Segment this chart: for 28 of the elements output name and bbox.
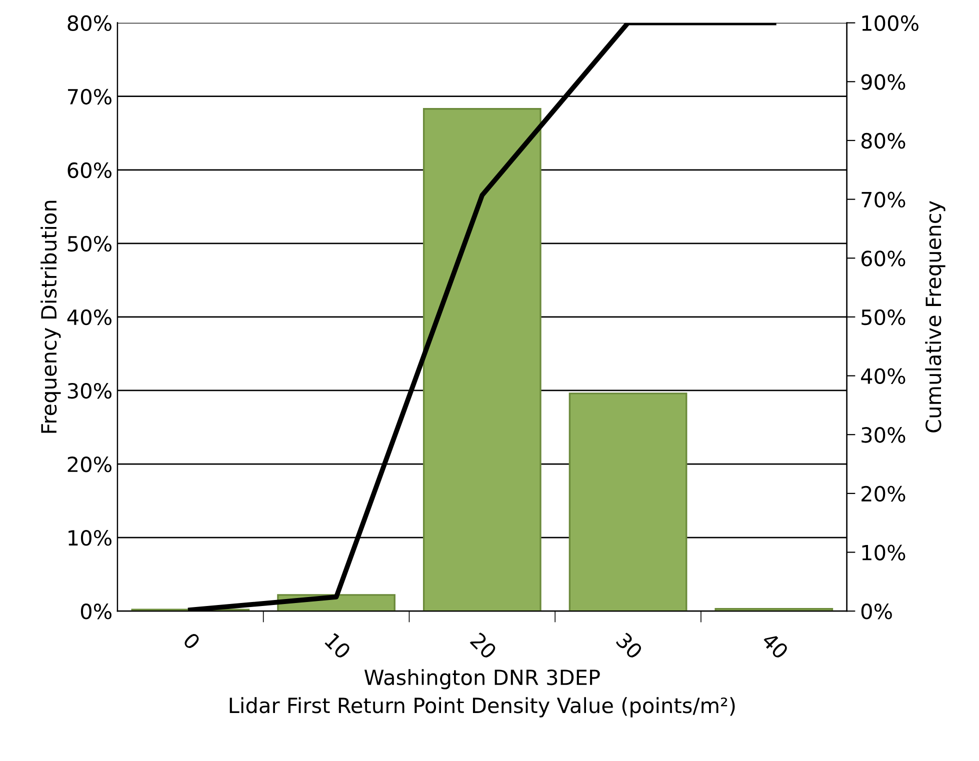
x-tick-label: 20 [470,632,498,660]
x-tick-label: 0 [182,632,201,650]
y-tick-label: 0% [80,604,112,620]
y-tick-label: 50% [68,236,112,252]
y-tick-label: 80% [68,15,112,32]
x-tick-label: 40 [760,632,790,660]
x-axis-title: Washington DNR 3DEP Lidar First Return Point Density Value (points/m²) [230,669,735,718]
y2-tick-label: 60% [861,250,906,266]
y2-tick-label: 90% [861,74,906,90]
y-tick-label: 60% [68,162,112,178]
y2-tick-label: 20% [862,486,906,502]
y2-tick-label: 10% [862,544,906,560]
y2-axis-title: Cumulative Frequency [925,201,946,432]
y2-tick-label: 100% [862,15,918,32]
y2-tick-label: 30% [862,427,906,443]
x-tick-label: 30 [616,632,644,660]
y2-tick-label: 70% [862,192,906,208]
x-tick-label: 10 [324,632,352,660]
y2-tick-label: 0% [861,604,892,620]
y-tick-label: 30% [68,382,112,399]
y-tick-label: 40% [67,309,112,326]
y2-tick-label: 40% [861,368,906,384]
y2-tick-label: 80% [861,132,906,149]
y2-tick-label: 50% [862,309,906,326]
y-tick-label: 10% [68,530,112,546]
y-tick-label: 20% [68,456,112,472]
y-axis-title: Frequency Distribution [40,200,61,433]
y-tick-label: 70% [68,88,112,105]
